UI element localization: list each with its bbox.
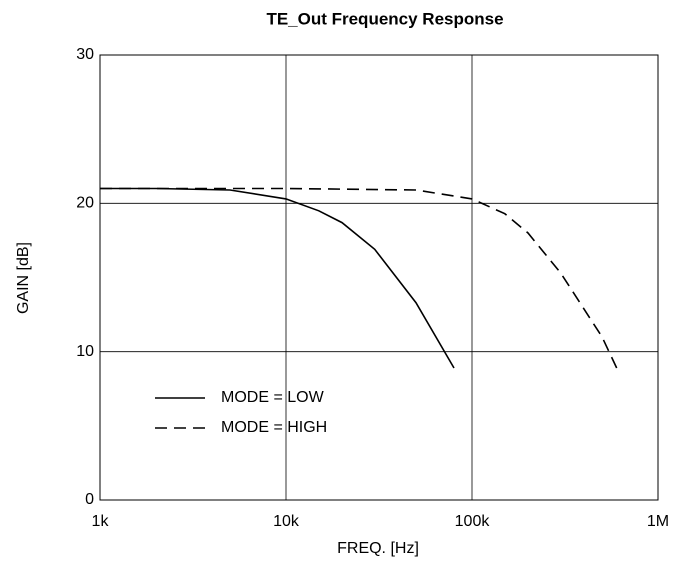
series-line	[100, 187, 455, 369]
x-tick-label: 1M	[647, 513, 669, 530]
y-tick-label: 10	[76, 343, 94, 360]
legend-label: MODE = LOW	[221, 389, 325, 406]
y-axis-label: GAIN [dB]	[15, 242, 32, 314]
y-tick-label: 30	[76, 46, 94, 63]
x-tick-label: 100k	[455, 513, 491, 530]
x-tick-label: 1k	[92, 513, 110, 530]
y-tick-label: 0	[85, 491, 94, 508]
chart-title: TE_Out Frequency Response	[266, 9, 503, 28]
series-line	[100, 187, 618, 369]
plot-frame	[99, 54, 659, 501]
x-tick-label: 10k	[273, 513, 300, 530]
y-tick-label: 20	[76, 195, 94, 212]
legend-label: MODE = HIGH	[221, 419, 327, 436]
x-axis-label: FREQ. [Hz]	[337, 540, 419, 557]
